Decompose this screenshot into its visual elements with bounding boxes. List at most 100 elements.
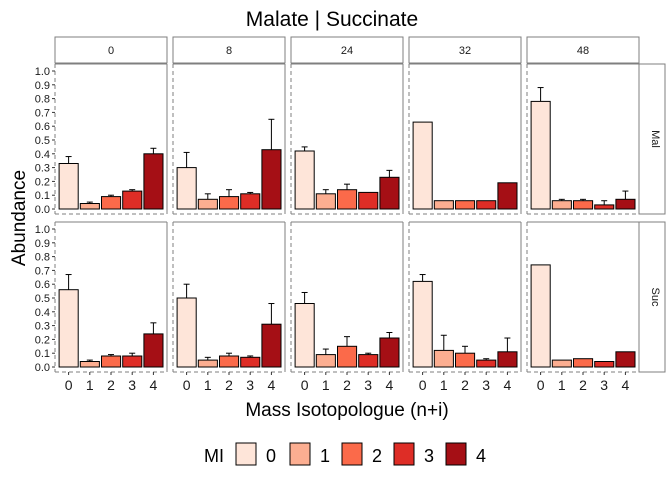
y-tick-label-suc: 0.8 <box>35 252 50 264</box>
x-tick-label-24-3: 3 <box>364 377 372 393</box>
panel-suc-24 <box>290 221 404 373</box>
y-tick-label-suc: 0.3 <box>35 321 50 333</box>
bar-mal-24-mi0 <box>294 150 315 210</box>
panel-mal-32 <box>408 63 522 215</box>
panel-suc-0 <box>54 221 168 373</box>
y-tick-label-mal: 0.7 <box>35 107 50 119</box>
chart-title: Malate | Succinate <box>246 8 418 31</box>
x-tick-label-48-2: 2 <box>579 377 587 393</box>
y-tick-label-mal: 0.6 <box>35 121 50 133</box>
x-tick-label-8-3: 3 <box>246 377 254 393</box>
legend-swatch-mi2 <box>341 442 363 466</box>
facet-strip-label-0: 0 <box>108 45 114 57</box>
bar-mal-24-mi1 <box>315 193 336 210</box>
x-tick-label-24-4: 4 <box>386 377 394 393</box>
bar-mal-32-mi1 <box>433 200 454 210</box>
bar-mal-8-mi1 <box>197 198 218 210</box>
y-tick-label-suc: 0.4 <box>35 307 50 319</box>
bar-suc-32-mi3 <box>476 359 497 368</box>
y-tick-label-mal: 1.0 <box>35 66 50 78</box>
bar-suc-0-mi1 <box>79 361 100 368</box>
y-tick-label-suc: 0.2 <box>35 334 50 346</box>
panel-suc-8 <box>172 221 286 373</box>
legend-label-mi2: 2 <box>372 446 382 466</box>
x-tick-label-8-2: 2 <box>225 377 233 393</box>
y-tick-label-suc: 0.5 <box>35 293 50 305</box>
legend-label-mi1: 1 <box>320 446 330 466</box>
facet-strip-label-24: 24 <box>341 45 353 57</box>
bar-suc-8-mi4 <box>261 323 282 368</box>
y-tick-label-suc: 0.9 <box>35 238 50 250</box>
bar-mal-0-mi0 <box>58 163 79 210</box>
x-tick-label-0-4: 4 <box>150 377 158 393</box>
bar-suc-48-mi4 <box>615 351 636 368</box>
x-tick-label-8-0: 0 <box>183 377 191 393</box>
y-tick-label-mal: 0.2 <box>35 176 50 188</box>
panel-mal-24 <box>290 63 404 215</box>
x-tick-label-48-1: 1 <box>558 377 566 393</box>
x-tick-label-24-0: 0 <box>301 377 309 393</box>
bar-suc-48-mi1 <box>551 359 572 368</box>
bar-suc-24-mi2 <box>337 345 358 368</box>
y-tick-label-mal: 0.3 <box>35 163 50 175</box>
x-tick-label-8-1: 1 <box>204 377 212 393</box>
panel-suc-48 <box>526 221 640 373</box>
bar-suc-8-mi1 <box>197 359 218 368</box>
bar-suc-24-mi4 <box>379 337 400 368</box>
legend-label-mi3: 3 <box>424 446 434 466</box>
bar-mal-48-mi4 <box>615 198 636 210</box>
panels-layer: 0 8 24 32 48MalSuc0.00.10.20.30.40.50.60.70.… <box>35 36 666 393</box>
bar-suc-24-mi0 <box>294 303 315 368</box>
y-tick-label-mal: 0.4 <box>35 149 50 161</box>
bar-suc-24-mi3 <box>358 354 379 368</box>
bar-mal-0-mi2 <box>101 196 122 210</box>
x-tick-label-32-4: 4 <box>504 377 512 393</box>
bar-suc-0-mi4 <box>143 333 164 368</box>
y-tick-label-mal: 0.9 <box>35 80 50 92</box>
bar-mal-48-mi3 <box>594 204 615 210</box>
bar-mal-32-mi4 <box>497 182 518 210</box>
facet-strip-48 <box>526 36 640 64</box>
x-tick-label-32-2: 2 <box>461 377 469 393</box>
legend-label-mi0: 0 <box>266 446 276 466</box>
bar-mal-8-mi0 <box>176 167 197 210</box>
facet-strip-label-48: 48 <box>577 45 589 57</box>
bar-mal-8-mi2 <box>219 196 240 210</box>
bar-mal-32-mi2 <box>455 200 476 210</box>
x-axis-label: Mass Isotopologue (n+i) <box>245 400 448 421</box>
bar-suc-0-mi2 <box>101 355 122 368</box>
bar-suc-32-mi1 <box>433 349 454 368</box>
bar-mal-48-mi1 <box>551 200 572 210</box>
x-tick-label-32-0: 0 <box>419 377 427 393</box>
facet-strip-label-32: 32 <box>459 45 471 57</box>
bar-suc-32-mi4 <box>497 351 518 368</box>
bar-suc-0-mi3 <box>122 355 143 368</box>
bar-mal-32-mi3 <box>476 200 497 210</box>
panel-mal-0 <box>54 63 168 215</box>
row-strip-label-mal: Mal <box>649 130 661 148</box>
x-tick-label-24-1: 1 <box>322 377 330 393</box>
bar-mal-32-mi0 <box>412 121 433 210</box>
facet-strip-label-8: 8 <box>226 45 232 57</box>
bar-suc-48-mi0 <box>530 264 551 368</box>
bar-suc-48-mi3 <box>594 361 615 368</box>
y-tick-label-suc: 0.1 <box>35 348 50 360</box>
row-strip-label-suc: Suc <box>649 288 661 307</box>
bar-mal-48-mi0 <box>530 100 551 210</box>
y-tick-label-mal: 0.8 <box>35 94 50 106</box>
x-tick-label-48-0: 0 <box>537 377 545 393</box>
bar-suc-8-mi0 <box>176 297 197 368</box>
bar-suc-32-mi0 <box>412 280 433 368</box>
facet-strip-8 <box>172 36 286 64</box>
x-tick-label-24-2: 2 <box>343 377 351 393</box>
y-tick-label-suc: 0.0 <box>35 362 50 374</box>
y-tick-label-suc: 1.0 <box>35 224 50 236</box>
legend-title: MI <box>204 446 224 466</box>
legend: MI 0 1 2 3 4 <box>204 442 486 466</box>
y-tick-label-mal: 0.1 <box>35 190 50 202</box>
legend-swatch-mi0 <box>235 442 257 466</box>
facet-strip-24 <box>290 36 404 64</box>
bar-mal-0-mi4 <box>143 153 164 210</box>
facet-strip-0 <box>54 36 168 64</box>
